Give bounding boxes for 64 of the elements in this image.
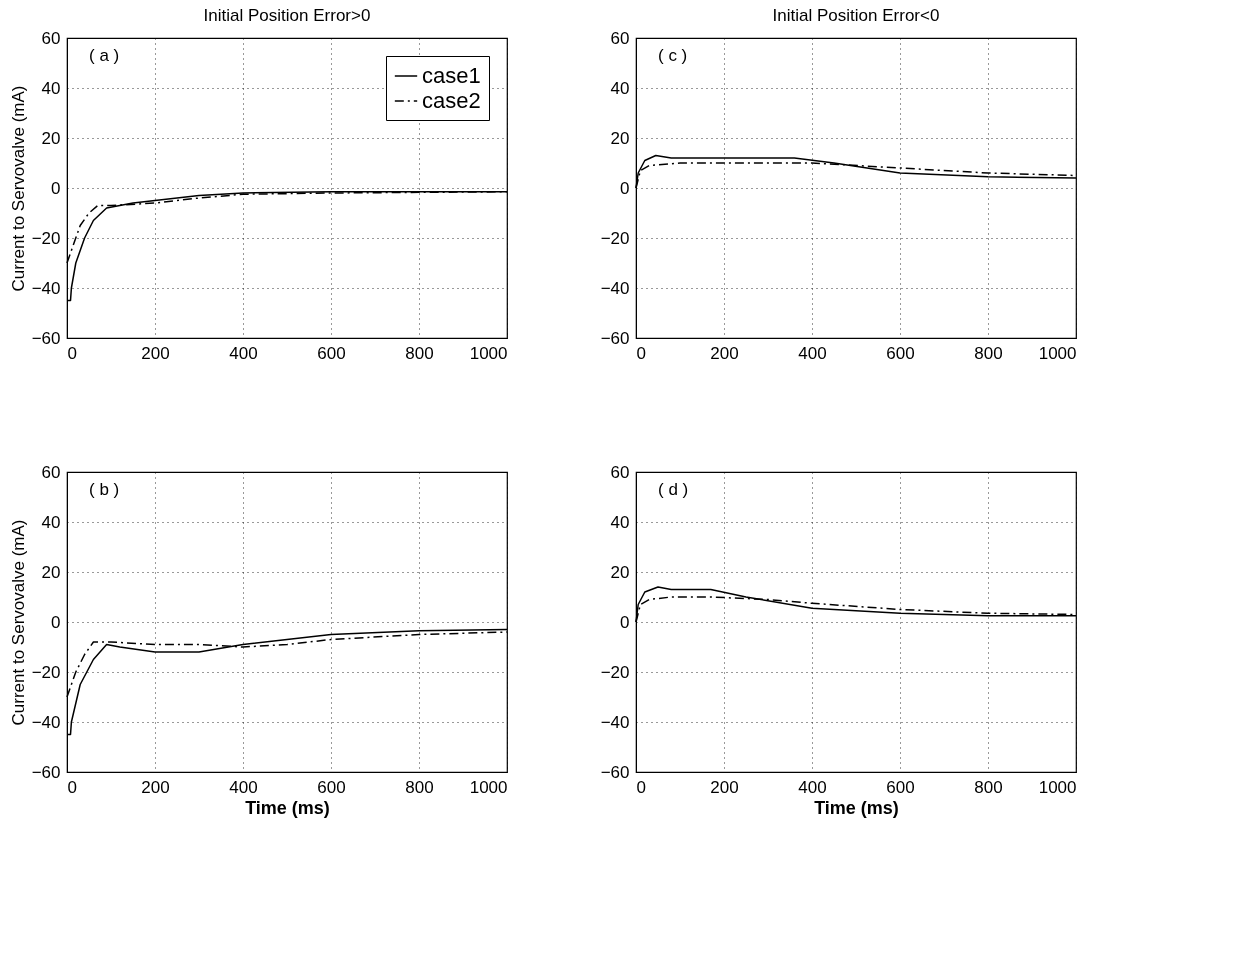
y-tick-label: −40: [31, 278, 61, 298]
x-tick-label: 400: [229, 777, 258, 797]
y-tick-label: −60: [600, 328, 630, 348]
legend-label: case1: [422, 63, 481, 88]
y-axis-title: Current to Servovalve (mA): [8, 519, 28, 726]
y-tick-label: −60: [31, 762, 61, 782]
y-tick-label: 0: [51, 178, 61, 198]
y-tick-label: −40: [31, 712, 61, 732]
y-tick-label: 40: [41, 512, 61, 532]
chart-title: Initial Position Error<0: [772, 6, 940, 25]
x-tick-label: 1000: [1038, 777, 1077, 797]
x-tick-label: 200: [141, 343, 170, 363]
x-axis-title: Time (ms): [814, 797, 899, 818]
y-tick-label: 40: [610, 512, 630, 532]
y-tick-label: −20: [600, 662, 630, 682]
x-tick-label: 0: [67, 343, 77, 363]
annotation: ( c ): [658, 46, 688, 65]
y-tick-label: 60: [610, 28, 630, 48]
x-tick-label: 400: [229, 343, 258, 363]
x-tick-label: 600: [886, 343, 915, 363]
y-tick-label: 60: [41, 28, 61, 48]
y-tick-label: 20: [610, 128, 630, 148]
x-tick-label: 1000: [469, 343, 508, 363]
y-tick-label: 0: [620, 612, 630, 632]
x-tick-label: 400: [798, 777, 827, 797]
y-axis-title: Current to Servovalve (mA): [8, 85, 28, 292]
x-tick-label: 0: [636, 343, 646, 363]
x-tick-label: 0: [67, 777, 77, 797]
y-tick-label: −20: [31, 662, 61, 682]
y-tick-label: 20: [41, 562, 61, 582]
y-tick-label: 60: [41, 462, 61, 482]
x-tick-label: 800: [974, 343, 1003, 363]
y-tick-label: 60: [610, 462, 630, 482]
x-tick-label: 600: [317, 343, 346, 363]
annotation: ( a ): [89, 46, 120, 65]
y-tick-label: −40: [600, 278, 630, 298]
annotation: ( b ): [89, 480, 120, 499]
x-tick-label: 800: [405, 777, 434, 797]
x-tick-label: 200: [710, 343, 739, 363]
x-tick-label: 800: [974, 777, 1003, 797]
legend-label: case2: [422, 88, 481, 113]
x-tick-label: 1000: [1038, 343, 1077, 363]
y-tick-label: 0: [620, 178, 630, 198]
x-tick-label: 1000: [469, 777, 508, 797]
y-tick-label: 40: [610, 78, 630, 98]
x-tick-label: 600: [886, 777, 915, 797]
y-tick-label: −60: [31, 328, 61, 348]
chart-title: Initial Position Error>0: [203, 6, 371, 25]
x-tick-label: 600: [317, 777, 346, 797]
y-tick-label: 20: [610, 562, 630, 582]
annotation: ( d ): [658, 480, 689, 499]
x-tick-label: 200: [710, 777, 739, 797]
y-tick-label: 20: [41, 128, 61, 148]
y-tick-label: 0: [51, 612, 61, 632]
x-tick-label: 800: [405, 343, 434, 363]
y-tick-label: −40: [600, 712, 630, 732]
y-tick-label: 40: [41, 78, 61, 98]
y-tick-label: −60: [600, 762, 630, 782]
x-tick-label: 400: [798, 343, 827, 363]
x-tick-label: 0: [636, 777, 646, 797]
y-tick-label: −20: [31, 228, 61, 248]
x-axis-title: Time (ms): [245, 797, 330, 818]
y-tick-label: −20: [600, 228, 630, 248]
x-tick-label: 200: [141, 777, 170, 797]
